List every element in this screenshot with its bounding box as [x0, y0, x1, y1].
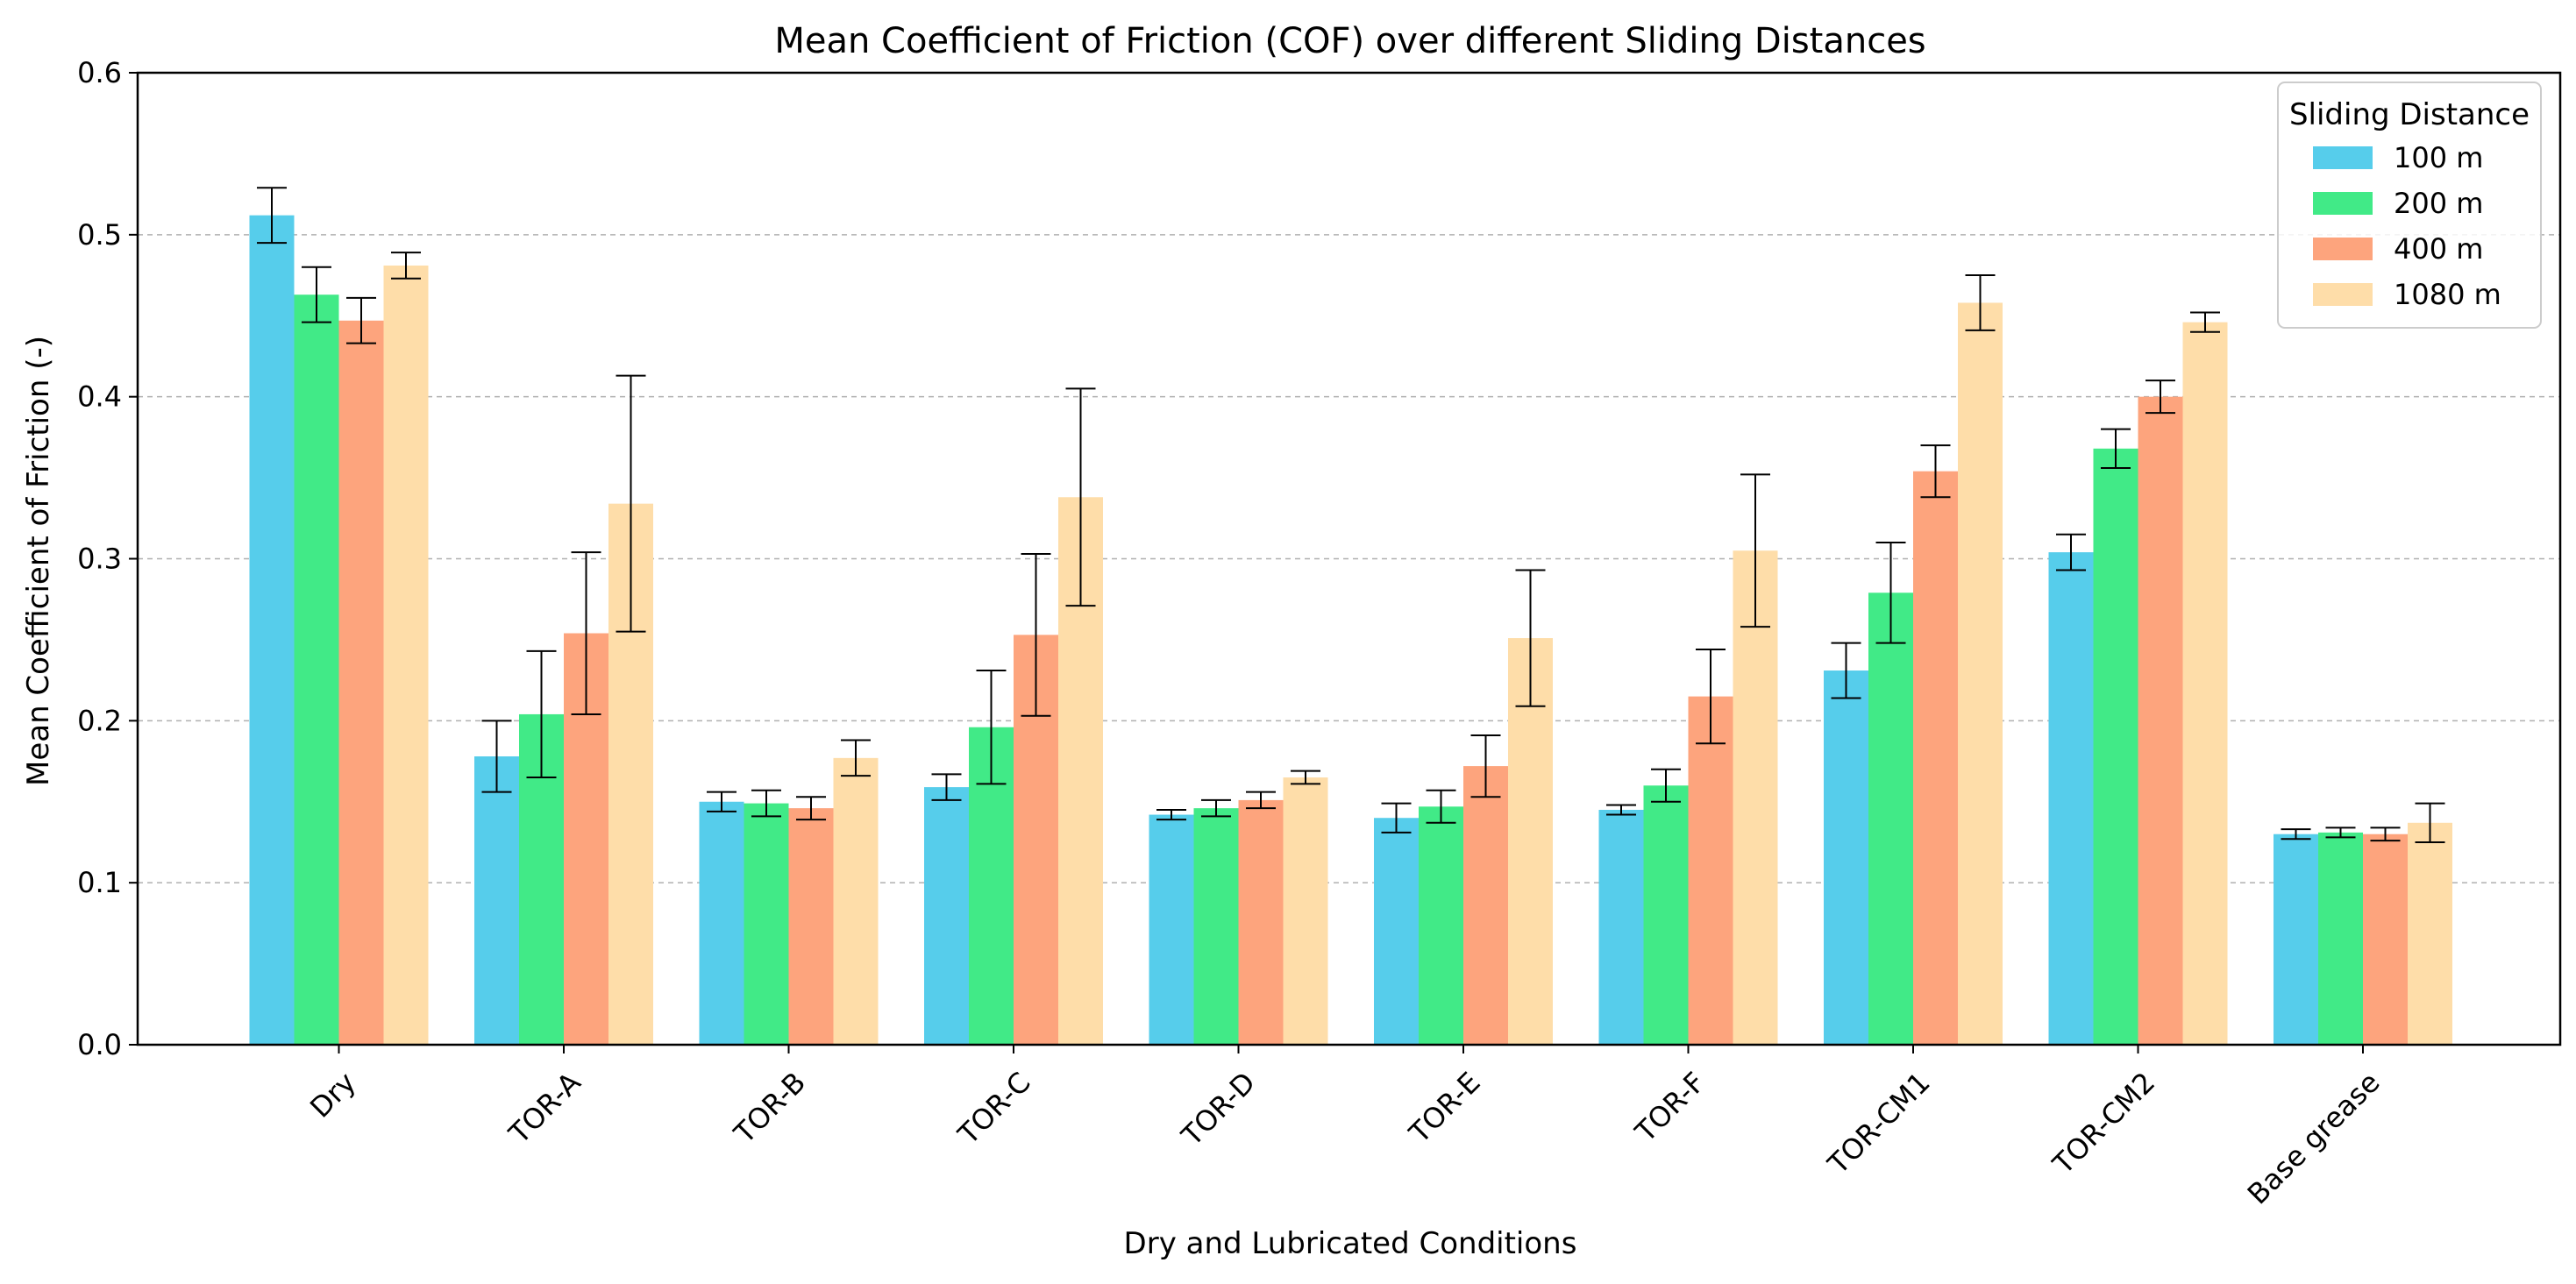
bar — [1868, 592, 1913, 1045]
legend-swatch — [2313, 283, 2373, 306]
y-tick-label: 0.0 — [77, 1028, 122, 1061]
error-bars — [257, 187, 2445, 843]
bar — [1688, 696, 1733, 1045]
bar — [338, 320, 384, 1045]
chart-title: Mean Coefficient of Friction (COF) over … — [774, 21, 1925, 61]
bar — [2138, 396, 2183, 1046]
bar — [1238, 799, 1284, 1045]
bar — [1824, 670, 1868, 1045]
bar — [1913, 471, 1958, 1045]
bar — [833, 757, 879, 1045]
legend-label: 400 m — [2394, 232, 2483, 266]
bar — [2363, 834, 2408, 1045]
bar — [249, 215, 295, 1046]
bar — [2182, 322, 2228, 1046]
bar — [294, 294, 339, 1045]
legend: Sliding Distance 100 m 200 m 400 m 1080 m — [2277, 82, 2542, 329]
bar — [1958, 302, 2003, 1045]
y-tick-label: 0.5 — [77, 218, 122, 252]
bar — [2408, 822, 2452, 1045]
legend-label: 100 m — [2394, 141, 2483, 174]
bars — [249, 215, 2452, 1046]
bar — [1193, 808, 1239, 1045]
y-tick-label: 0.3 — [77, 543, 122, 576]
bar — [1643, 785, 1689, 1045]
bar — [744, 803, 789, 1045]
bar — [1463, 766, 1508, 1045]
legend-swatch — [2313, 146, 2373, 169]
bar — [699, 801, 744, 1045]
bar — [1419, 806, 1463, 1045]
legend-label: 200 m — [2394, 187, 2483, 220]
bar — [1733, 550, 1778, 1045]
bar — [924, 787, 969, 1045]
bar — [2093, 448, 2138, 1045]
y-tick-label: 0.4 — [77, 380, 122, 414]
bar — [1283, 777, 1328, 1045]
y-axis-label: Mean Coefficient of Friction (-) — [21, 336, 56, 786]
y-tick-label: 0.1 — [77, 866, 122, 899]
legend-items: 100 m 200 m 400 m 1080 m — [2313, 141, 2501, 311]
bar — [2048, 552, 2094, 1045]
legend-box — [2277, 82, 2542, 329]
legend-swatch — [2313, 192, 2373, 215]
y-tick-label: 0.6 — [77, 56, 122, 89]
bar — [474, 756, 519, 1045]
legend-title: Sliding Distance — [2289, 97, 2530, 132]
bar — [788, 808, 834, 1045]
x-axis-label: Dry and Lubricated Conditions — [1124, 1226, 1577, 1261]
bar — [383, 265, 429, 1045]
y-tick-label: 0.2 — [77, 704, 122, 737]
legend-label: 1080 m — [2394, 278, 2501, 311]
bar — [1149, 814, 1194, 1045]
y-axis-ticks: 0.0 0.1 0.2 0.3 0.4 0.5 0.6 — [77, 56, 138, 1061]
bar — [2318, 832, 2363, 1045]
bar — [1598, 809, 1644, 1045]
bar — [1374, 818, 1419, 1045]
legend-swatch — [2313, 238, 2373, 260]
bar — [2274, 834, 2318, 1045]
